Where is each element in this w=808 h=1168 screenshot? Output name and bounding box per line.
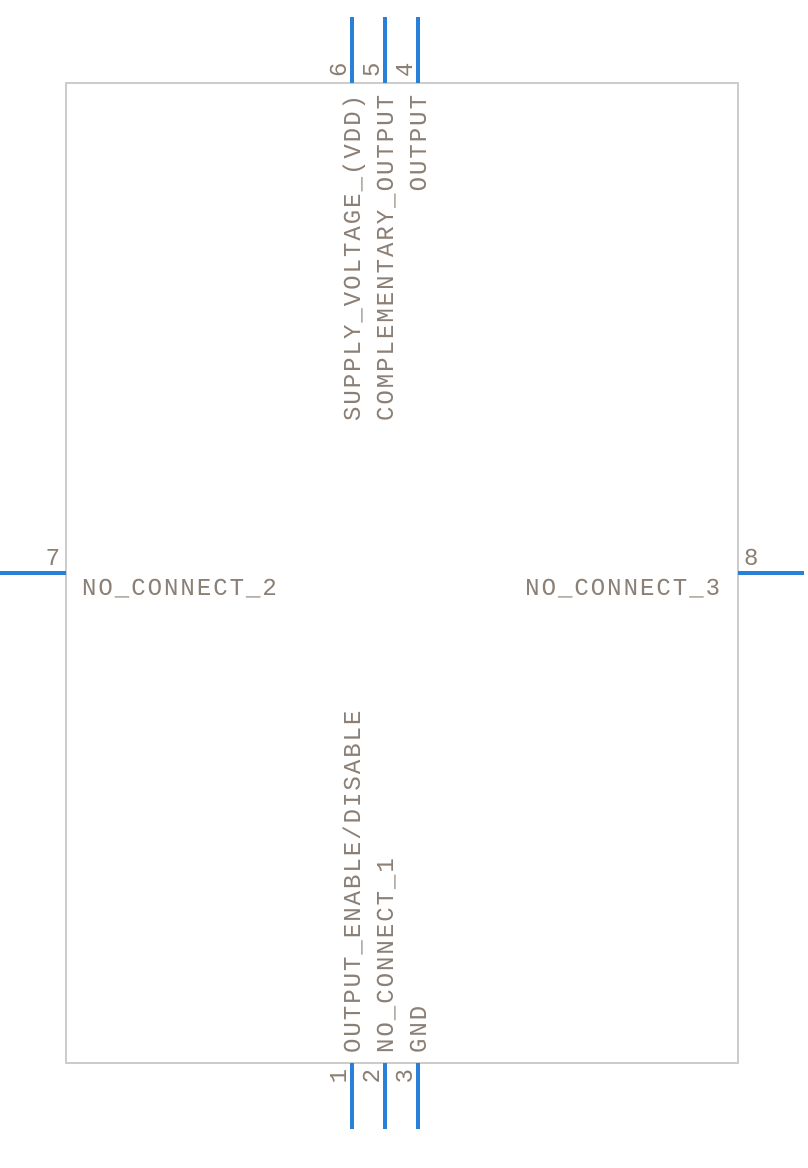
pin-number-7: 7 — [46, 546, 60, 573]
pin-label-2: NO_CONNECT_1 — [374, 856, 401, 1053]
pin-number-8: 8 — [744, 546, 758, 573]
pin-number-2: 2 — [360, 1069, 387, 1083]
pin-label-5: COMPLEMENTARY_OUTPUT — [374, 93, 401, 421]
pin-label-3: GND — [407, 1004, 434, 1053]
pin-label-6: SUPPLY_VOLTAGE_(VDD) — [341, 93, 368, 421]
pin-number-4: 4 — [393, 63, 420, 77]
pin-label-8: NO_CONNECT_3 — [525, 576, 722, 603]
symbol-body — [66, 83, 738, 1063]
pin-number-1: 1 — [327, 1069, 354, 1083]
pin-label-4: OUTPUT — [407, 93, 434, 191]
pin-label-1: OUTPUT_ENABLE/DISABLE — [341, 709, 368, 1053]
schematic-symbol: 6 SUPPLY_VOLTAGE_(VDD) 5 COMPLEMENTARY_OUTP… — [0, 0, 808, 1168]
pin-number-5: 5 — [360, 63, 387, 77]
pin-number-6: 6 — [327, 63, 354, 77]
pin-label-7: NO_CONNECT_2 — [82, 576, 279, 603]
pin-number-3: 3 — [393, 1069, 420, 1083]
